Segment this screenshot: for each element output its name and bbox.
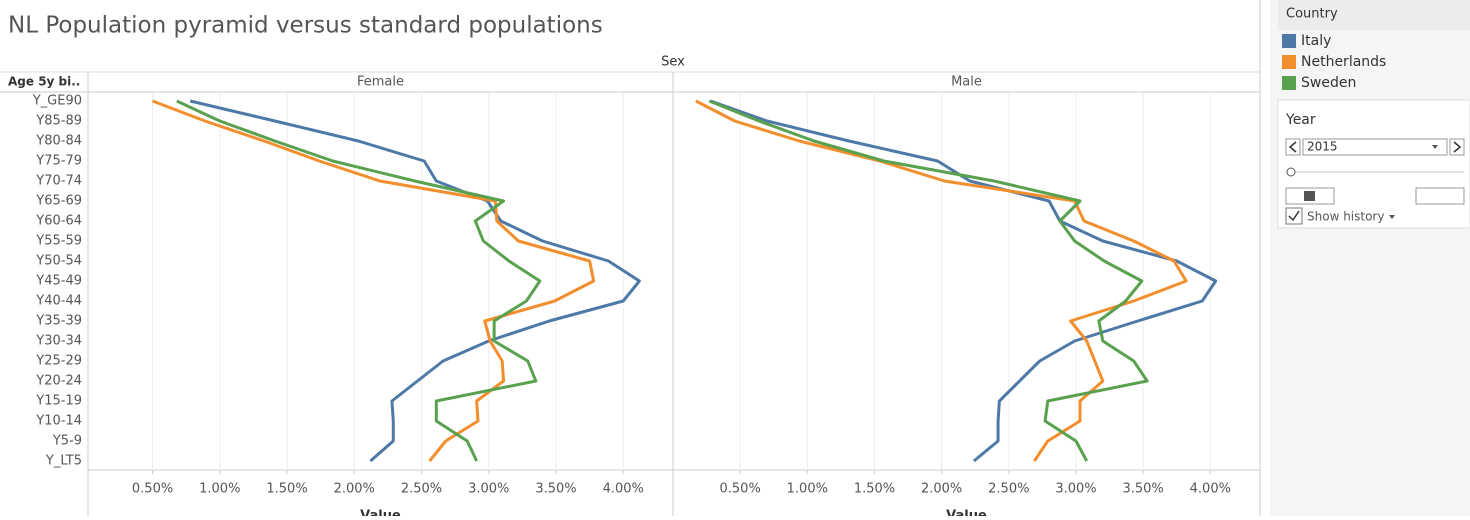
row-label: Y70-74 (35, 174, 82, 189)
row-label: Y80-84 (35, 134, 82, 149)
panel-label: Male (951, 75, 982, 90)
row-label: Y75-79 (35, 154, 82, 169)
year-value: 2015 (1307, 140, 1338, 154)
x-tick-label: 1.00% (787, 482, 828, 497)
row-label: Y35-39 (35, 314, 82, 329)
stop-icon (1304, 191, 1315, 201)
row-header: Age 5y bi.. (8, 75, 80, 89)
x-axis-label: Value (360, 509, 401, 517)
x-tick-label: 1.50% (266, 482, 307, 497)
checkbox[interactable] (1285, 207, 1303, 225)
x-tick-label: 2.00% (334, 482, 375, 497)
row-label: Y55-59 (35, 234, 82, 249)
row-label: Y25-29 (35, 354, 82, 369)
panel-label: Female (357, 75, 404, 90)
row-label: Y30-34 (35, 334, 82, 349)
row-label: Y40-44 (35, 294, 82, 309)
row-label: Y15-19 (35, 394, 82, 409)
prev-button[interactable] (1285, 138, 1301, 156)
legend-header (1278, 0, 1470, 30)
row-label: Y65-69 (35, 194, 82, 209)
control-label: Year (1285, 112, 1316, 128)
legend-label: Sweden (1301, 75, 1356, 91)
year-dropdown[interactable] (1302, 138, 1448, 156)
slider-thumb[interactable] (1286, 167, 1296, 177)
x-tick-label: 0.50% (132, 482, 173, 497)
year-control (1277, 99, 1470, 229)
prev-icon (1288, 141, 1297, 153)
next-icon (1453, 141, 1462, 153)
x-tick-label: 3.50% (1122, 482, 1163, 497)
x-tick-label: 4.00% (603, 482, 644, 497)
row-label: Y85-89 (35, 114, 82, 129)
history-arrow (1389, 215, 1395, 219)
x-tick-label: 1.50% (854, 482, 895, 497)
check-icon (1288, 210, 1300, 222)
x-tick-label: 2.00% (921, 482, 962, 497)
series-line (708, 99, 1149, 462)
series-line (710, 99, 1218, 463)
series-line (189, 99, 641, 463)
legend-swatch (1282, 55, 1296, 69)
series-line (695, 99, 1188, 462)
row-label: Y20-24 (35, 374, 82, 389)
row-label: Y_LT5 (45, 454, 82, 469)
sidebar (1270, 0, 1470, 516)
series-line (176, 99, 542, 462)
x-tick-label: 2.50% (401, 482, 442, 497)
series-line (152, 99, 596, 462)
x-tick-label: 3.50% (535, 482, 576, 497)
x-tick-label: 4.00% (1190, 482, 1231, 497)
legend-title: Country (1286, 7, 1338, 22)
column-header: Sex (661, 55, 685, 70)
x-tick-label: 2.50% (988, 482, 1029, 497)
dropdown-arrow (1432, 145, 1438, 149)
row-label: Y5-9 (52, 434, 82, 449)
row-label: Y45-49 (35, 274, 82, 289)
x-tick-label: 3.00% (468, 482, 509, 497)
row-label: Y50-54 (35, 254, 82, 269)
speed-buttons[interactable] (1415, 187, 1465, 205)
x-axis-label: Value (946, 509, 987, 517)
row-label: Y60-64 (35, 214, 82, 229)
x-tick-label: 3.00% (1055, 482, 1096, 497)
legend-label: Netherlands (1301, 54, 1386, 70)
next-button[interactable] (1449, 138, 1465, 156)
x-tick-label: 1.00% (199, 482, 240, 497)
legend-swatch (1282, 76, 1296, 90)
legend-label: Italy (1301, 33, 1331, 49)
legend-swatch (1282, 34, 1296, 48)
x-tick-label: 0.50% (720, 482, 761, 497)
title: NL Population pyramid versus standard po… (8, 13, 603, 39)
show-history[interactable]: Show history (1307, 210, 1384, 224)
row-label: Y_GE90 (32, 94, 82, 109)
row-label: Y10-14 (35, 414, 82, 429)
